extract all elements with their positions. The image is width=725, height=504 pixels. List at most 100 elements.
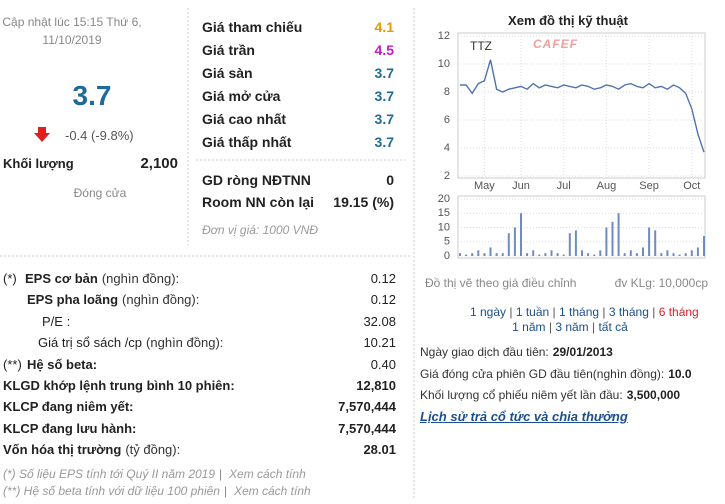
y-tick-label: 20 bbox=[438, 193, 450, 205]
y-tick-label: 10 bbox=[438, 58, 450, 70]
period-link[interactable]: tất cả bbox=[598, 320, 628, 334]
separator: | bbox=[648, 305, 659, 319]
volume-value: 2,100 bbox=[140, 155, 178, 172]
row-value: 10.21 bbox=[363, 335, 396, 351]
volume-bar bbox=[513, 227, 516, 256]
volume-bar bbox=[635, 253, 638, 256]
updated-date: 11/10/2019 bbox=[42, 33, 102, 47]
row-prefix: (**) bbox=[3, 356, 22, 372]
price-value: 3.7 bbox=[374, 65, 394, 81]
price-value: 4.5 bbox=[374, 42, 394, 58]
period-row: 1 ngày | 1 tuần | 1 tháng | 3 tháng | 6 … bbox=[470, 305, 699, 319]
volume-bar bbox=[629, 250, 632, 256]
listing-label: Giá đóng cửa phiên GD đầu tiên(nghìn đồn… bbox=[420, 366, 665, 381]
dividend-link[interactable]: Lịch sử trả cổ tức và chia thưởng bbox=[420, 409, 628, 424]
volume-bar bbox=[599, 250, 602, 256]
row-value: 28.01 bbox=[363, 442, 396, 458]
price: 3.7 bbox=[72, 80, 112, 111]
listing-value: 29/01/2013 bbox=[552, 345, 613, 359]
price-label: Giá tham chiếu bbox=[202, 19, 303, 35]
listing-label: Khối lượng cổ phiếu niêm yết lần đầu: bbox=[420, 388, 623, 402]
volume-bar bbox=[623, 253, 626, 256]
volume-bar bbox=[520, 213, 522, 256]
listing-value: 3,500,000 bbox=[626, 388, 681, 402]
row-unit: (nghìn đồng): bbox=[146, 335, 224, 351]
period-link[interactable]: 3 năm bbox=[555, 320, 589, 334]
price-value: 3.7 bbox=[374, 88, 394, 104]
y-tick-label: 10 bbox=[438, 221, 450, 233]
period-link[interactable]: 1 tuần bbox=[515, 305, 550, 319]
row-label: Hệ số beta: bbox=[27, 356, 98, 372]
row-label: Giá trị sổ sách /cp bbox=[38, 335, 143, 351]
row-unit: (nghìn đồng): bbox=[101, 271, 180, 286]
volume-bar bbox=[703, 236, 705, 256]
y-tick-label: 15 bbox=[438, 207, 450, 219]
chart-unit: đv KLg: 10,000cp bbox=[614, 276, 708, 290]
volume-bar bbox=[581, 250, 583, 256]
row-label: P/E : bbox=[42, 313, 71, 329]
row-value: 7,570,444 bbox=[338, 420, 396, 436]
separator: | bbox=[219, 467, 223, 481]
volume-bar bbox=[587, 253, 590, 256]
foreign-value: 0 bbox=[386, 172, 394, 188]
row-label: KLCP đang niêm yết: bbox=[3, 399, 134, 415]
separator: | bbox=[549, 305, 559, 319]
chart-title: Xem đồ thị kỹ thuật bbox=[508, 13, 628, 28]
price-label: Giá trần bbox=[202, 42, 255, 58]
volume-bar bbox=[483, 253, 486, 256]
watermark: CAFEF bbox=[533, 37, 578, 51]
row-label: Vốn hóa thị trường bbox=[3, 442, 122, 458]
volume-bar bbox=[617, 213, 620, 256]
foreign-value: 19.15 (%) bbox=[333, 194, 394, 210]
chart-note: Đồ thị vẽ theo giá điều chỉnh bbox=[425, 276, 577, 290]
footnote-link[interactable]: Xem cách tính bbox=[233, 484, 311, 498]
period-link[interactable]: 1 ngày bbox=[470, 305, 507, 319]
foreign-label: Room NN còn lại bbox=[202, 194, 315, 210]
volume-bar bbox=[538, 254, 541, 256]
volume-bar bbox=[544, 253, 547, 256]
price-label: Giá mở cửa bbox=[202, 88, 281, 104]
separator: | bbox=[588, 320, 599, 334]
row-value: 0.12 bbox=[370, 292, 396, 308]
volume-bar bbox=[611, 221, 614, 256]
volume-bar bbox=[562, 254, 565, 256]
row-value: 12,810 bbox=[356, 378, 396, 393]
y-tick-label: 4 bbox=[444, 142, 450, 154]
price-label: Giá sàn bbox=[202, 65, 253, 81]
row-unit: (nghìn đồng): bbox=[122, 292, 200, 308]
period-link[interactable]: 6 tháng bbox=[658, 305, 699, 319]
volume-bar bbox=[593, 254, 596, 256]
down-arrow bbox=[34, 127, 50, 142]
period-link[interactable]: 3 tháng bbox=[608, 305, 649, 319]
row-unit: (tỷ đồng): bbox=[125, 442, 181, 458]
period-link[interactable]: 1 năm bbox=[512, 320, 546, 334]
volume-bar bbox=[459, 253, 461, 256]
chart-annotation: TTZ bbox=[470, 39, 492, 53]
price-label: Giá cao nhất bbox=[202, 111, 287, 127]
footnote: (**) Hệ số beta tính với dữ liệu 100 phi… bbox=[3, 484, 220, 498]
y-tick-label: 8 bbox=[444, 86, 450, 98]
volume-bar bbox=[477, 250, 480, 256]
volume-bar bbox=[684, 253, 687, 256]
volume-bar bbox=[501, 253, 504, 256]
price-label: Giá thấp nhất bbox=[202, 134, 292, 150]
unit-note: Đơn vị giá: 1000 VNĐ bbox=[202, 223, 318, 237]
volume-bar bbox=[568, 233, 571, 256]
volume-bar bbox=[550, 250, 553, 256]
volume-bar bbox=[471, 253, 474, 256]
volume-label: Khối lượng bbox=[3, 156, 74, 171]
footnote-link[interactable]: Xem cách tính bbox=[229, 467, 306, 481]
close-status: Đóng cửa bbox=[73, 186, 127, 200]
volume-bar bbox=[642, 247, 644, 256]
row-prefix: (*) bbox=[3, 271, 17, 286]
volume-bar bbox=[526, 253, 529, 256]
price-line bbox=[460, 59, 705, 153]
period-link[interactable]: 1 tháng bbox=[559, 305, 600, 319]
row-label: KLCP đang lưu hành: bbox=[3, 420, 137, 436]
volume-bar bbox=[495, 253, 498, 256]
y-tick-label: 2 bbox=[444, 170, 450, 182]
foreign-label: GD ròng NĐTNN bbox=[202, 172, 311, 188]
row-value: 0.12 bbox=[370, 271, 396, 286]
